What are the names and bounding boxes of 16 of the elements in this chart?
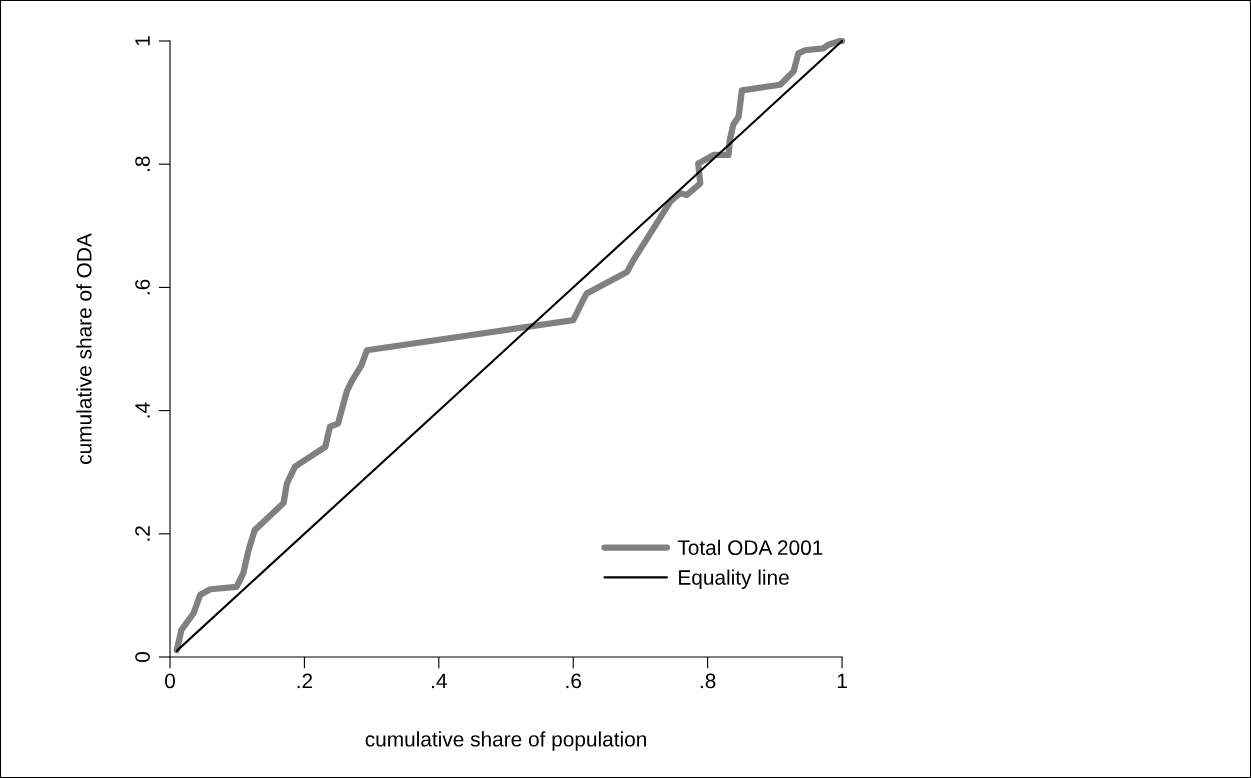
y-tick-label: .6 bbox=[135, 279, 150, 295]
y-tick-label: 0 bbox=[135, 652, 150, 662]
y-tick-label: .2 bbox=[135, 526, 150, 541]
y-tick-label: .4 bbox=[135, 402, 150, 418]
y-axis-title: cumulative share of ODA bbox=[76, 233, 92, 464]
legend-label: Total ODA 2001 bbox=[677, 539, 823, 556]
y-tick-label: 1 bbox=[135, 36, 150, 46]
legend-label: Equality line bbox=[679, 569, 789, 589]
x-tick-label: 0 bbox=[165, 673, 175, 689]
x-tick-label: .8 bbox=[700, 673, 716, 689]
x-tick-label: .4 bbox=[432, 673, 447, 689]
x-tick-label: .2 bbox=[297, 673, 313, 689]
x-tick-label: 1 bbox=[837, 673, 847, 689]
y-tick-label: .8 bbox=[135, 156, 150, 171]
x-tick-label: .6 bbox=[566, 673, 582, 689]
x-axis-title: cumulative share of population bbox=[365, 731, 646, 751]
